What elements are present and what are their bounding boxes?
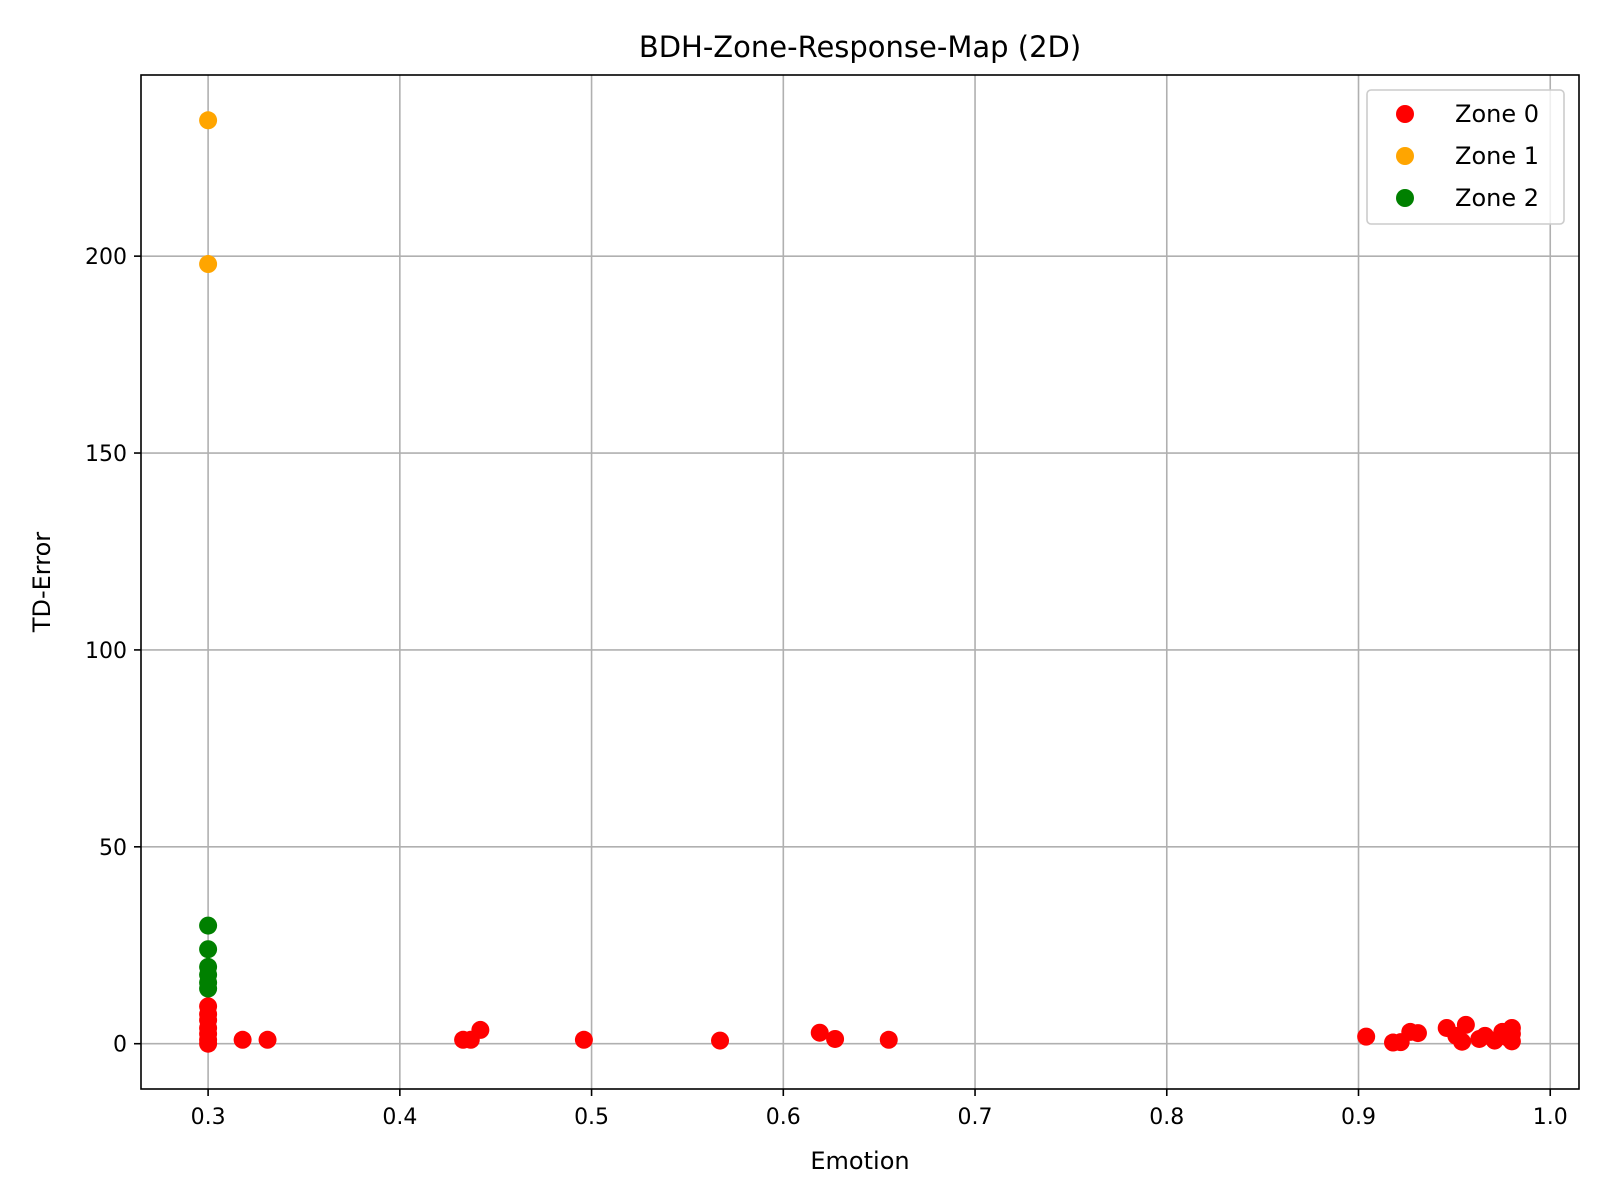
legend: Zone 0 Zone 1 Zone 2 — [1366, 89, 1565, 225]
zone-0-point — [1456, 1015, 1475, 1034]
data-points — [199, 111, 1521, 1053]
zone-1-point — [199, 111, 218, 130]
zone-0-point — [233, 1030, 252, 1049]
zone-2-point — [199, 916, 218, 935]
legend-label-zone-2: Zone 2 — [1455, 184, 1539, 212]
zone-2-point — [199, 979, 218, 998]
legend-marker-zone-0 — [1396, 105, 1414, 123]
y-tick-label: 150 — [85, 442, 127, 467]
x-tick-label: 0.9 — [1341, 1105, 1376, 1130]
legend-box — [1366, 89, 1565, 225]
zone-0-point — [1453, 1032, 1472, 1051]
plot-frame — [140, 74, 1580, 1090]
x-tick-label: 1.0 — [1533, 1105, 1568, 1130]
zone-0-point — [1408, 1024, 1427, 1043]
zone-0-point — [258, 1030, 277, 1049]
y-tick-label: 100 — [85, 639, 127, 664]
zone-2-point — [199, 940, 218, 959]
zone-0-point — [1357, 1027, 1376, 1046]
y-axis-title: TD-Error — [28, 532, 56, 633]
zone-0-point — [879, 1030, 898, 1049]
x-tick-label: 0.7 — [958, 1105, 993, 1130]
zone-0-point — [810, 1023, 829, 1042]
legend-label-zone-1: Zone 1 — [1455, 142, 1539, 170]
x-tick-label: 0.6 — [766, 1105, 801, 1130]
y-axis-ticks: 0 50 100 150 200 — [85, 245, 141, 1058]
zone-0-point — [199, 997, 218, 1016]
legend-marker-zone-1 — [1396, 147, 1414, 165]
x-tick-label: 0.8 — [1149, 1105, 1184, 1130]
x-axis-title: Emotion — [810, 1147, 909, 1175]
legend-label-zone-0: Zone 0 — [1455, 100, 1539, 128]
zone-0-point — [471, 1020, 490, 1039]
y-tick-label: 200 — [85, 245, 127, 270]
y-tick-label: 50 — [99, 836, 127, 861]
zone-0-point — [711, 1031, 730, 1050]
x-axis-ticks: 0.3 0.4 0.5 0.6 0.7 0.8 0.9 1.0 — [191, 1089, 1568, 1130]
chart-title: BDH-Zone-Response-Map (2D) — [639, 30, 1081, 64]
zone-0-point — [1502, 1024, 1521, 1043]
zone-1-point — [199, 255, 218, 274]
zone-0-point — [826, 1029, 845, 1048]
y-tick-label: 0 — [113, 1033, 127, 1058]
zone-0-point — [574, 1030, 593, 1049]
x-tick-label: 0.5 — [574, 1105, 609, 1130]
x-tick-label: 0.4 — [382, 1105, 417, 1130]
grid-lines — [141, 75, 1579, 1089]
x-tick-label: 0.3 — [191, 1105, 226, 1130]
legend-marker-zone-2 — [1396, 189, 1414, 207]
